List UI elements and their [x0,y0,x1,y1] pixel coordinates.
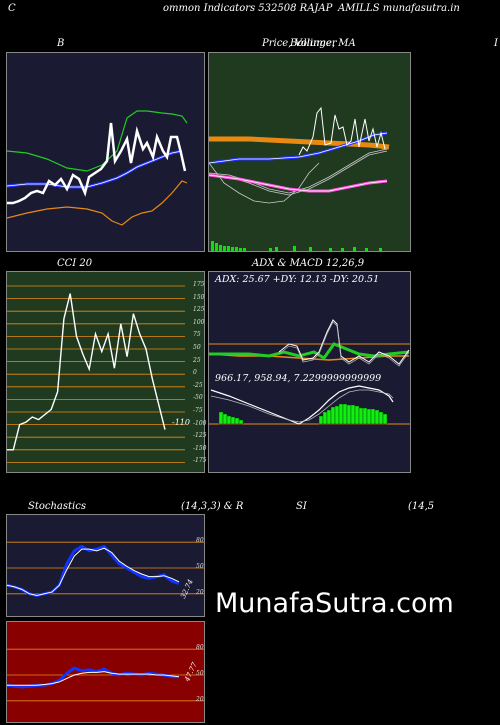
cci-tick-label: -150 [193,444,207,452]
macd-histogram [218,403,388,425]
bollinger-price-line [7,122,187,205]
price-panel [208,52,411,252]
volume-bars [211,241,382,251]
price-chart [209,106,390,251]
rsi-params: (14,5 [408,501,435,512]
cci-tick-label: -50 [193,394,203,402]
price-ma-pink [209,173,388,193]
macd-signal-line [210,389,394,423]
header-left: C [8,3,16,14]
price-ma-white-c [209,162,320,204]
price-ma-blue-inner [209,132,388,164]
stoch-k-line [7,544,180,598]
adx-macd-panel [208,271,411,473]
bollinger-chart [7,110,188,226]
adx-macd-chart [209,319,410,425]
stoch-params: (14,3,3) & R [181,501,244,512]
rsi-panel [6,621,205,723]
stochastics-panel [6,514,205,617]
cci-tick-label: 0 [193,369,197,377]
rsi-title: SI [296,501,307,512]
stoch-title: Stochastics [28,501,86,512]
cci-panel [6,271,205,473]
adx-readout: ADX: 25.67 +DY: 12.13 -DY: 20.51 [215,274,380,285]
adx-line-white-a [278,319,410,365]
stochastics-chart [7,541,204,598]
bollinger-title: B [57,38,65,49]
bollinger-panel [6,52,205,252]
rsi-line [7,666,179,689]
watermark: MunafaSutra.com [215,588,454,619]
cci-tick-label: 125 [193,306,205,314]
cci-tick-label: -25 [193,381,203,389]
cci-tick-label: -75 [193,407,203,414]
adx-line-green [209,342,410,360]
cci-chart [7,285,185,463]
cci-tick-label: 50 [193,344,201,351]
cci-tick-label: 25 [193,356,201,364]
price-ma-pink-inner [209,174,388,192]
rsi-signal-line [7,671,180,686]
bollinger-middle-band [7,149,183,189]
edge-letter: I [494,38,498,49]
stoch-tick-label: 80 [196,537,204,545]
price-title-overlap: Bollinger [290,38,337,49]
macd-line [210,385,394,425]
cci-title: CCI 20 [57,258,93,269]
header-right: AMILLS munafasutra.in [338,3,460,14]
stoch-d-line [7,547,180,597]
cci-line [7,293,166,451]
rsi-tick-label: 50 [196,670,204,677]
stoch-tick-label: 20 [196,588,204,596]
price-title: Price, Volume, MA [262,38,356,49]
price-line [298,106,386,156]
cci-value-label: -110 [172,418,190,427]
cci-tick-label: -175 [193,457,207,465]
cci-tick-label: 150 [193,293,205,301]
macd-readout: 966.17, 958.94, 7.2299999999999 [215,373,382,384]
cci-tick-label: 75 [193,331,201,339]
adx-line-white-b [278,321,410,367]
adx-macd-title: ADX & MACD 12,26,9 [252,258,365,269]
cci-tick-label: -125 [193,432,207,440]
cci-tick-label: -100 [193,419,207,427]
rsi-tick-label: 80 [196,644,204,652]
stoch-tick-label: 50 [196,563,204,570]
cci-tick-label: 100 [193,318,205,326]
bollinger-upper-band [7,110,188,172]
price-ma-orange [209,136,390,150]
bollinger-middle-band-line [7,150,183,188]
rsi-chart [7,648,204,702]
header-center: ommon Indicators 532508 RAJAP [163,3,333,14]
rsi-tick-label: 20 [196,695,204,703]
bollinger-lower-band [7,180,188,226]
cci-tick-label: 175 [193,281,205,288]
